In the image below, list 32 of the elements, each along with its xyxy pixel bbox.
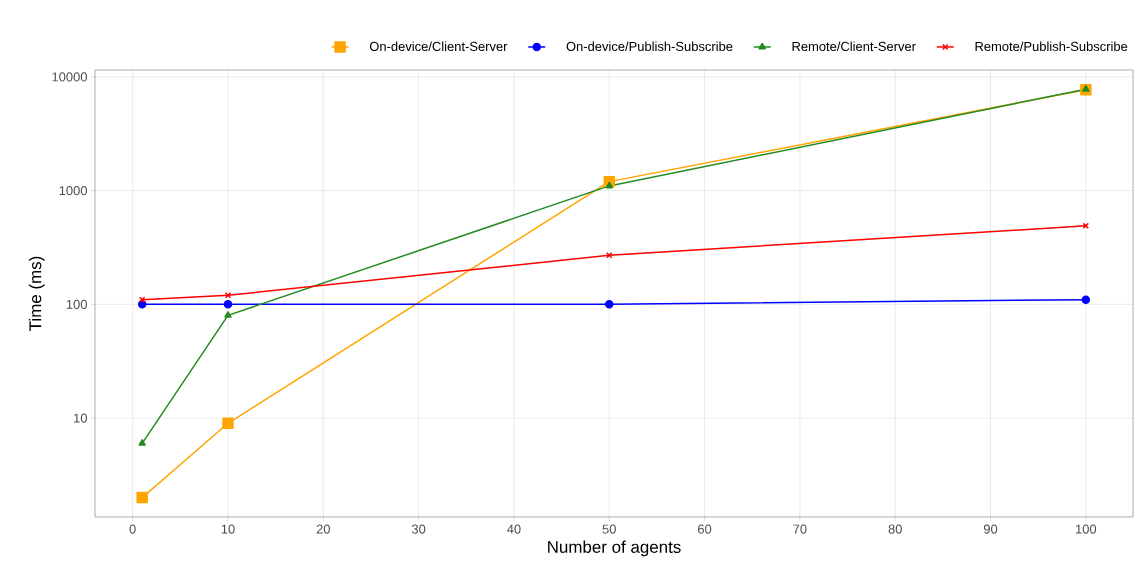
y-tick-label: 10 xyxy=(74,413,87,423)
y-tick-label: 100 xyxy=(66,299,87,309)
y-tick-label: 10000 xyxy=(52,72,87,82)
legend-label: On-device/Publish-Subscribe xyxy=(566,41,733,52)
x-tick-label: 0 xyxy=(129,524,136,534)
legend-label: Remote/Publish-Subscribe xyxy=(975,41,1128,52)
x-tick-label: 90 xyxy=(983,524,998,534)
y-tick-label: 1000 xyxy=(59,186,87,196)
y-axis-title: Time (ms) xyxy=(28,256,45,331)
x-tick-label: 10 xyxy=(221,524,235,534)
point xyxy=(222,417,234,430)
x-tick-label: 100 xyxy=(1076,524,1097,534)
x-tick-label: 80 xyxy=(888,524,902,534)
x-tick-label: 70 xyxy=(793,524,807,534)
point xyxy=(1082,84,1090,92)
x-tick-label: 30 xyxy=(411,524,426,534)
x-tick-label: 20 xyxy=(316,524,330,534)
legend-label: Remote/Client-Server xyxy=(792,41,916,52)
point xyxy=(224,311,232,318)
point xyxy=(1082,222,1090,230)
point xyxy=(138,439,146,446)
x-tick-label: 50 xyxy=(602,524,616,534)
point xyxy=(136,491,148,504)
point xyxy=(1081,295,1091,304)
legend-label: On-device/Client-Server xyxy=(369,41,508,52)
point xyxy=(605,181,614,189)
x-tick-label: 60 xyxy=(698,524,712,534)
point xyxy=(606,252,613,259)
x-axis-title: Number of agents xyxy=(548,540,681,557)
point xyxy=(223,300,233,309)
x-tick-label: 40 xyxy=(507,524,521,534)
point xyxy=(605,300,614,309)
